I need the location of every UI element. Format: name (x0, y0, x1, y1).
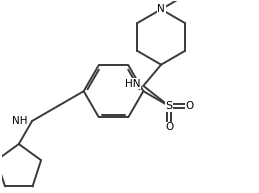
Text: N: N (157, 4, 165, 14)
Text: O: O (165, 122, 173, 132)
Text: S: S (166, 101, 173, 111)
Text: O: O (185, 101, 193, 111)
Text: NH: NH (12, 116, 28, 126)
Text: HN: HN (125, 79, 140, 89)
